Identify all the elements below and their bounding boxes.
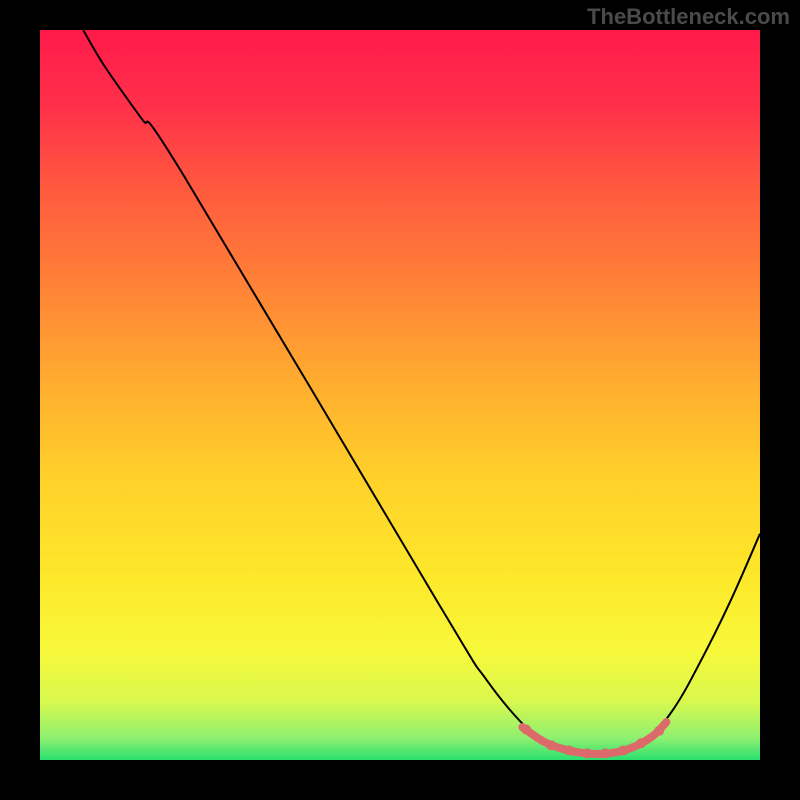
chart-svg (40, 30, 760, 760)
plot-area (40, 30, 760, 760)
highlight-marker (618, 746, 628, 756)
chart-container: TheBottleneck.com (0, 0, 800, 800)
gradient-background (40, 30, 760, 760)
highlight-marker (636, 738, 646, 748)
watermark-text: TheBottleneck.com (587, 4, 790, 30)
highlight-marker (521, 724, 531, 734)
highlight-marker (582, 748, 592, 758)
highlight-marker (564, 746, 574, 756)
highlight-marker (546, 740, 556, 750)
highlight-marker (600, 748, 610, 758)
highlight-marker (654, 726, 664, 736)
